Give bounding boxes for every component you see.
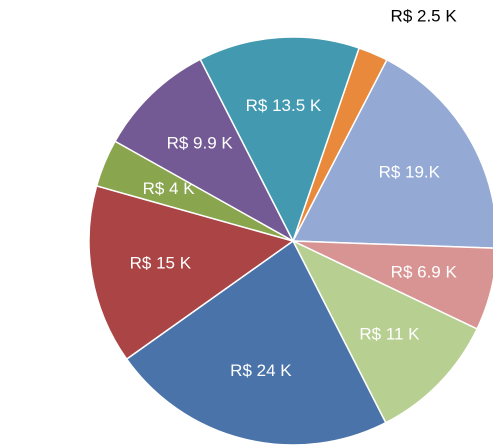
data-label: R$ 19.K <box>379 163 441 182</box>
pie-slice <box>125 239 387 446</box>
pie-slice <box>199 36 361 243</box>
data-label: R$ 6.9 K <box>391 263 458 282</box>
data-label: R$ 24 K <box>230 361 292 380</box>
data-label: R$ 2.5 K <box>391 7 458 26</box>
data-label: R$ 9.9 K <box>167 133 234 152</box>
data-label: R$ 15 K <box>130 254 192 273</box>
data-label: R$ 4 K <box>143 179 196 198</box>
pie-slice <box>88 184 295 361</box>
data-label: R$ 11 K <box>359 324 420 343</box>
data-label: R$ 13.5 K <box>246 96 322 115</box>
pie-slice <box>291 58 493 249</box>
pie-slice <box>114 58 295 243</box>
pie-slice <box>291 239 479 424</box>
